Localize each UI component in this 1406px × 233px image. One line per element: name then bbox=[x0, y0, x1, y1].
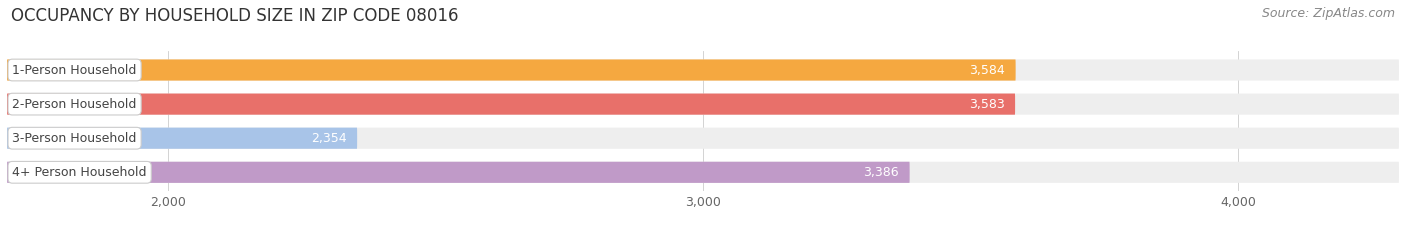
FancyBboxPatch shape bbox=[7, 128, 1399, 149]
FancyBboxPatch shape bbox=[7, 59, 1399, 81]
FancyBboxPatch shape bbox=[7, 93, 1399, 115]
FancyBboxPatch shape bbox=[7, 128, 357, 149]
FancyBboxPatch shape bbox=[7, 162, 1399, 183]
Text: 2-Person Household: 2-Person Household bbox=[13, 98, 136, 111]
Text: 2,354: 2,354 bbox=[311, 132, 346, 145]
Text: Source: ZipAtlas.com: Source: ZipAtlas.com bbox=[1261, 7, 1395, 20]
Text: 3,584: 3,584 bbox=[969, 64, 1005, 76]
FancyBboxPatch shape bbox=[7, 59, 1015, 81]
FancyBboxPatch shape bbox=[7, 162, 910, 183]
FancyBboxPatch shape bbox=[7, 93, 1015, 115]
Text: 4+ Person Household: 4+ Person Household bbox=[13, 166, 146, 179]
Text: OCCUPANCY BY HOUSEHOLD SIZE IN ZIP CODE 08016: OCCUPANCY BY HOUSEHOLD SIZE IN ZIP CODE … bbox=[11, 7, 458, 25]
Text: 1-Person Household: 1-Person Household bbox=[13, 64, 136, 76]
Text: 3,583: 3,583 bbox=[969, 98, 1004, 111]
Text: 3-Person Household: 3-Person Household bbox=[13, 132, 136, 145]
Text: 3,386: 3,386 bbox=[863, 166, 898, 179]
